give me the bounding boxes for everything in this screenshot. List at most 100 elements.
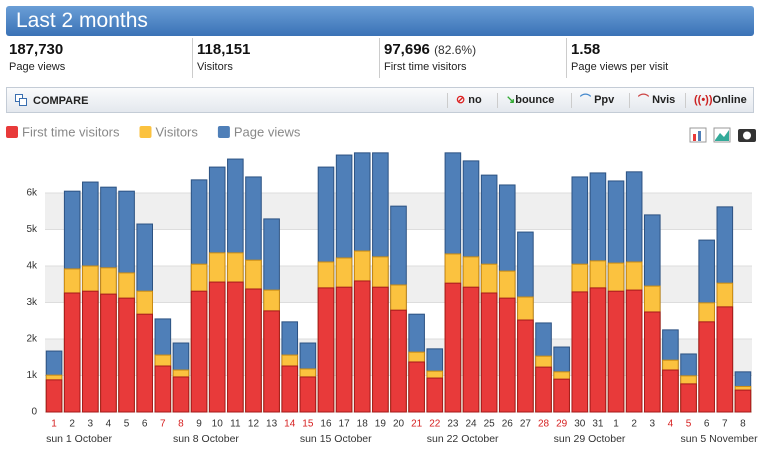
bar	[317, 287, 335, 413]
bar	[571, 291, 589, 413]
y-tick-label: 0	[31, 407, 37, 418]
x-tick-label: 12	[248, 419, 260, 430]
bar	[680, 383, 697, 413]
button-label: Online	[712, 94, 747, 106]
toolbar-button[interactable]: ↘bounce	[497, 93, 554, 108]
bar	[299, 376, 317, 413]
legend-label: Page views	[234, 124, 301, 139]
bar	[281, 365, 299, 413]
stat-label: Visitors	[197, 61, 233, 73]
bar	[82, 290, 99, 413]
week-label: sun 22 October	[427, 433, 499, 445]
y-tick-label: 2k	[26, 334, 38, 345]
bar	[643, 311, 661, 413]
x-tick-label: 31	[592, 419, 604, 430]
x-tick-label: 5	[124, 419, 130, 430]
x-tick-label: 7	[722, 419, 728, 430]
stat: 187,730 Page views	[6, 38, 193, 78]
stat-value: 97,696 (82.6%)	[384, 41, 566, 58]
legend-label: First time visitors	[22, 124, 120, 139]
icon-part	[743, 131, 751, 140]
toolbar-button[interactable]: ⊘ no	[447, 93, 482, 108]
x-tick-label: 3	[650, 419, 656, 430]
stat-label: Page views per visit	[571, 61, 669, 73]
bar	[625, 289, 643, 413]
x-tick-label: 21	[411, 419, 423, 430]
title: Last 2 months	[16, 9, 148, 32]
x-tick-label: 10	[212, 419, 224, 430]
bar	[390, 309, 407, 413]
button-label: Ppv	[594, 94, 615, 106]
stat-label: First time visitors	[384, 61, 467, 73]
bar	[63, 292, 81, 413]
x-tick-label: 17	[339, 419, 351, 430]
stat-label: Page views	[9, 61, 66, 73]
bar	[607, 290, 625, 413]
x-tick-label: 2	[631, 419, 637, 430]
week-label: sun 8 October	[173, 433, 239, 445]
x-tick-label: 22	[429, 419, 441, 430]
legend-swatch	[139, 126, 152, 138]
x-tick-label: 2	[69, 419, 75, 430]
stats: 187,730 Page views 118,151 Visitors 97,696…	[6, 38, 754, 78]
x-tick-label: 26	[502, 419, 514, 430]
bar	[154, 365, 172, 413]
x-tick-label: 11	[230, 419, 241, 430]
x-tick-label: 4	[668, 419, 674, 430]
bar	[716, 306, 734, 413]
header: Last 2 months	[6, 6, 754, 36]
legend-swatch	[217, 126, 230, 138]
bar	[498, 297, 516, 413]
stat: 97,696 (82.6%) First time visitors	[380, 38, 567, 78]
button-label: Nvis	[652, 94, 676, 106]
compare-button[interactable]: COMPARE	[33, 95, 89, 107]
y-tick-label: 4k	[26, 261, 38, 272]
toolbar-button[interactable]: ((•))Online	[685, 93, 747, 108]
icon-part	[715, 130, 729, 141]
x-tick-label: 7	[160, 419, 166, 430]
bar	[426, 377, 444, 413]
bar	[190, 290, 208, 413]
bar	[372, 286, 389, 413]
x-tick-label: 8	[740, 419, 746, 430]
y-tick-label: 5k	[26, 224, 38, 235]
toolbar-button[interactable]: ⌒ Nvis	[629, 93, 675, 108]
bar	[245, 288, 262, 413]
x-tick-label: 28	[538, 419, 550, 430]
stat-value: 118,151	[197, 41, 251, 58]
week-label: sun 15 October	[300, 433, 372, 445]
bar	[136, 313, 154, 413]
bar	[698, 321, 715, 413]
stat-value: 1.58	[571, 41, 601, 58]
y-tick-label: 6k	[26, 188, 38, 199]
bar	[517, 319, 534, 413]
bar	[172, 376, 190, 413]
bar	[408, 361, 425, 413]
toolbar-button[interactable]: ⌒ Ppv	[571, 93, 614, 108]
bar	[227, 281, 244, 413]
x-tick-label: 30	[574, 419, 586, 430]
x-tick-label: 3	[88, 419, 94, 430]
button-label: no	[468, 94, 482, 106]
icon-part	[698, 131, 701, 141]
x-tick-label: 5	[686, 419, 692, 430]
bar	[480, 292, 498, 413]
stat: 1.58 Page views per visit	[567, 38, 754, 78]
x-tick-label: 16	[320, 419, 332, 430]
legend-swatch	[6, 126, 18, 138]
week-label: sun 1 October	[46, 433, 112, 445]
x-tick-label: 20	[393, 419, 405, 430]
bar	[589, 287, 607, 413]
bar	[734, 389, 752, 413]
bar	[45, 379, 63, 413]
x-tick-label: 1	[613, 419, 619, 430]
stat-value: 187,730	[9, 41, 64, 58]
stat-number: 97,696	[384, 41, 430, 58]
chart-icons	[689, 127, 756, 143]
x-tick-label: 4	[106, 419, 112, 430]
x-tick-label: 15	[302, 419, 314, 430]
x-tick-label: 13	[266, 419, 278, 430]
x-tick-label: 6	[142, 419, 148, 430]
bar	[353, 280, 371, 413]
bar	[118, 297, 135, 413]
